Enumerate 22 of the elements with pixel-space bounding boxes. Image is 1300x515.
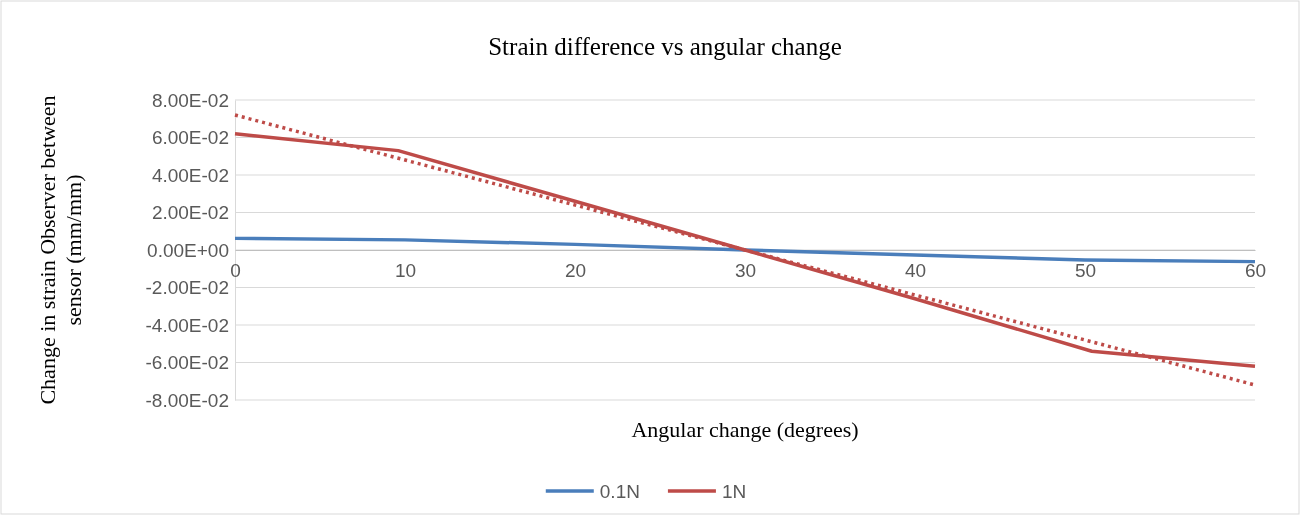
y-tick-label: -2.00E-02: [145, 277, 229, 299]
x-tick-label: 30: [734, 260, 757, 282]
x-axis-title: Angular change (degrees): [631, 417, 859, 442]
y-tick-label: 4.00E-02: [151, 164, 229, 186]
y-tick-label: -4.00E-02: [145, 314, 229, 336]
chart-title: Strain difference vs angular change: [488, 33, 842, 60]
x-tick-label: 40: [904, 260, 927, 282]
x-tick-label: 20: [564, 260, 587, 282]
y-axis-title: Change in strain Observer between sensor (mm/mm): [35, 95, 86, 405]
x-tick-label: 50: [1074, 260, 1097, 282]
y-tick-label: -8.00E-02: [145, 389, 229, 411]
legend-label: 0.1N: [599, 481, 640, 502]
x-tick-label: 10: [394, 260, 417, 282]
legend-label: 1N: [721, 481, 747, 502]
y-tick-label: 6.00E-02: [151, 127, 229, 149]
y-tick-label: 8.00E-02: [151, 89, 229, 111]
x-tick-label: 60: [1244, 260, 1267, 282]
y-tick-label: 2.00E-02: [151, 202, 229, 224]
y-tick-label: -6.00E-02: [145, 352, 229, 374]
line-series: [233, 236, 1257, 264]
y-tick-label: 0.00E+00: [147, 239, 229, 261]
x-tick-label: 0: [230, 260, 241, 282]
